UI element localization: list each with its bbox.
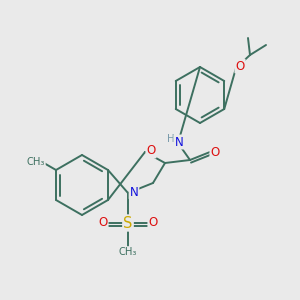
Text: O: O <box>210 146 220 158</box>
Text: O: O <box>146 145 156 158</box>
Text: CH₃: CH₃ <box>26 157 45 167</box>
Text: CH₃: CH₃ <box>119 247 137 257</box>
Text: N: N <box>130 185 138 199</box>
Text: O: O <box>98 217 108 230</box>
Text: O: O <box>236 59 244 73</box>
Text: N: N <box>175 136 183 148</box>
Text: H: H <box>167 134 175 144</box>
Text: S: S <box>123 215 133 230</box>
Text: O: O <box>148 217 158 230</box>
